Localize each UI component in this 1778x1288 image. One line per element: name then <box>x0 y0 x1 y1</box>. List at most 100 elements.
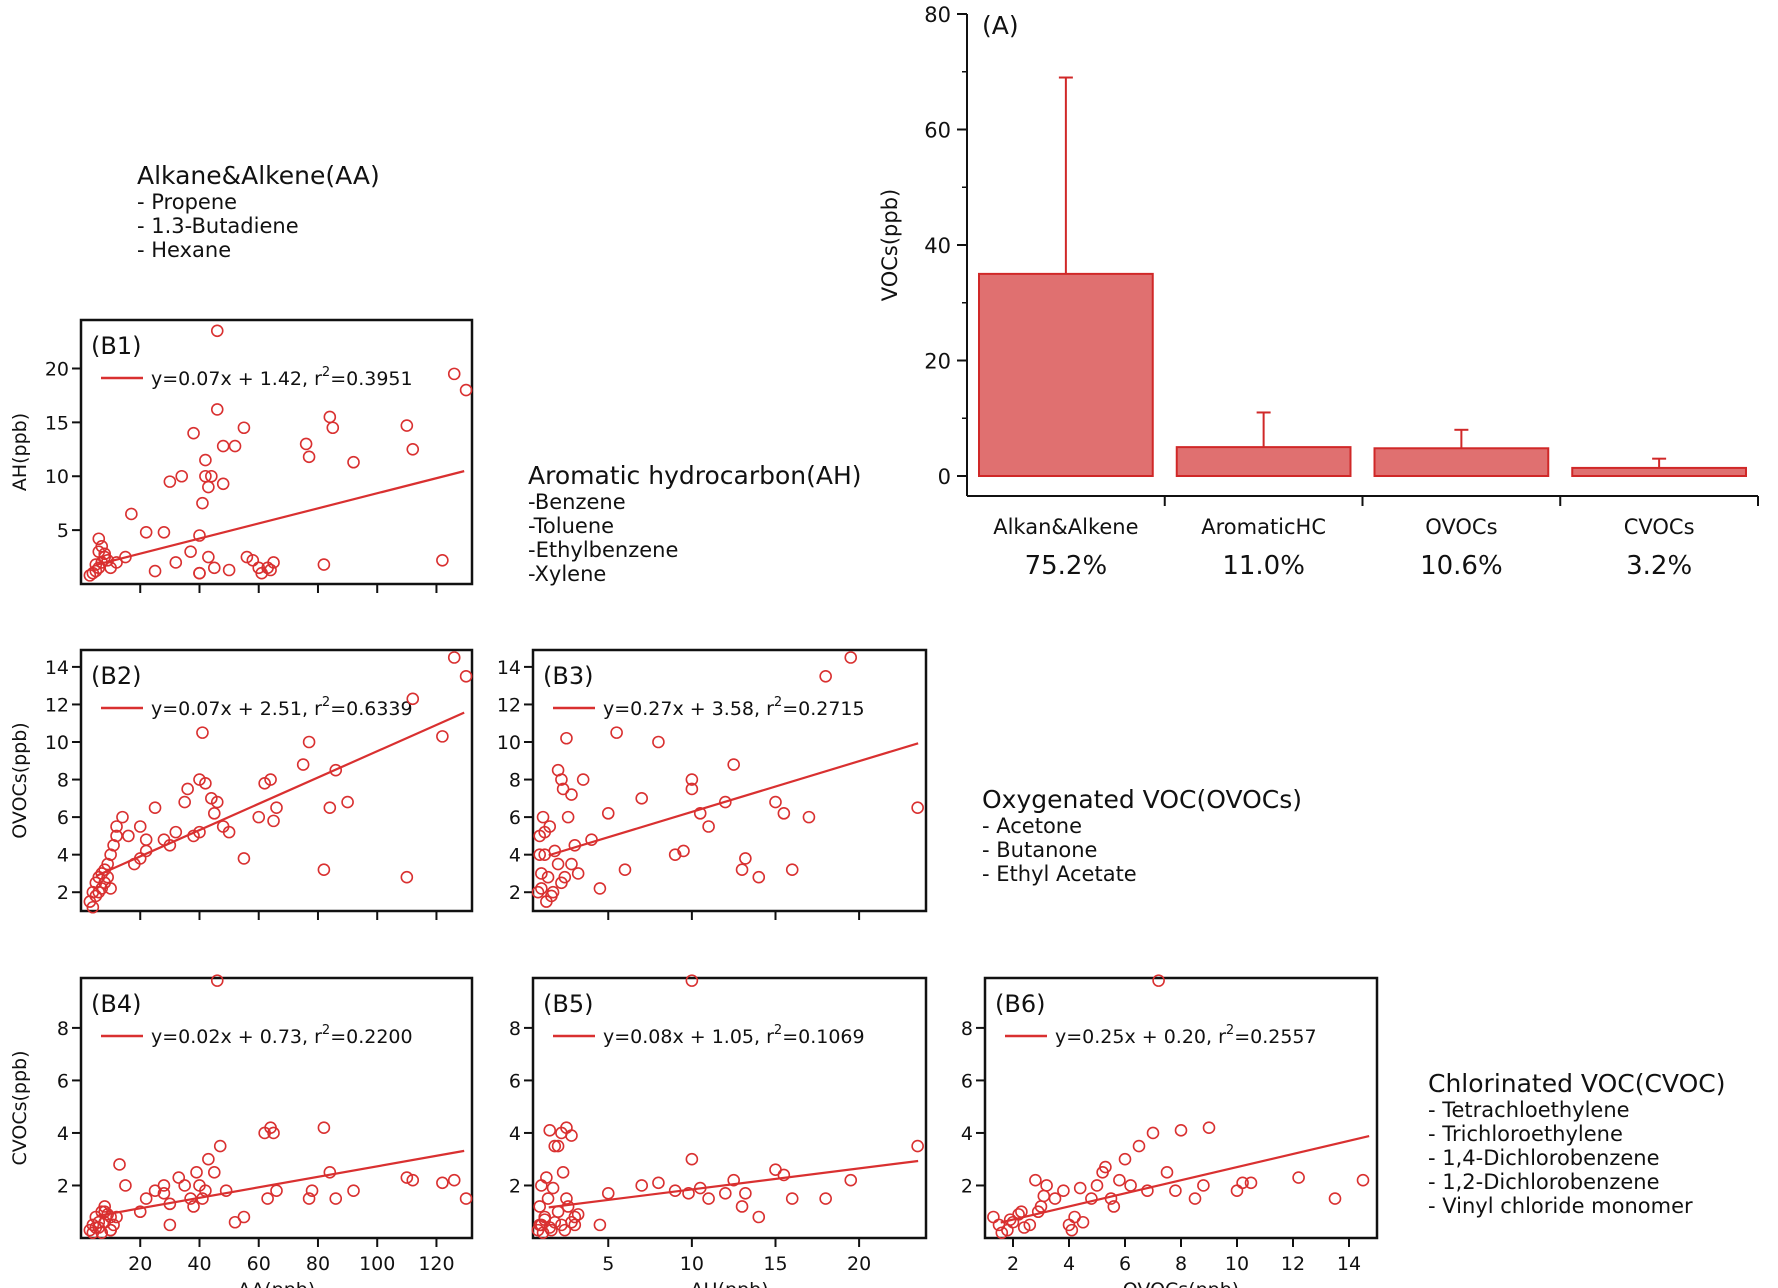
y-tick-label: 20 <box>45 358 69 380</box>
data-point <box>237 421 251 435</box>
data-point <box>196 1192 209 1205</box>
data-point <box>406 692 420 706</box>
x-tick-label: 4 <box>1063 1253 1075 1275</box>
data-point <box>329 763 343 777</box>
data-point <box>601 807 615 820</box>
data-point <box>406 443 420 456</box>
data-point <box>560 731 573 745</box>
data-point <box>110 820 123 833</box>
data-point <box>752 870 766 884</box>
data-point <box>1029 1173 1042 1187</box>
regression-line <box>548 742 919 857</box>
data-point <box>305 1184 319 1198</box>
percent-label: 10.6% <box>1420 551 1503 581</box>
legend-ovoc-item: - Acetone <box>982 814 1082 838</box>
data-point <box>101 553 114 567</box>
x-tick-label: 5 <box>602 1253 614 1275</box>
data-point <box>104 882 117 895</box>
data-point <box>202 550 215 564</box>
data-point <box>541 870 555 884</box>
data-point <box>436 1176 449 1190</box>
data-point <box>92 532 106 546</box>
data-point <box>1230 1184 1244 1198</box>
scatter-panel-B5: 24685101520AH(ppb)(B5)y=0.08x + 1.05, r2… <box>509 974 928 1288</box>
equation-text: y=0.27x + 3.58, r <box>603 698 774 720</box>
data-point <box>739 1187 752 1200</box>
data-point <box>98 863 111 876</box>
data-point <box>538 1213 552 1226</box>
data-point <box>576 773 590 786</box>
data-point <box>1328 1192 1342 1205</box>
data-point <box>199 777 212 790</box>
data-point <box>148 564 162 578</box>
data-point <box>560 1192 573 1205</box>
data-point <box>752 1210 766 1224</box>
category-label: OVOCs <box>1425 515 1497 539</box>
data-point <box>240 550 254 564</box>
data-point <box>1006 1215 1020 1229</box>
data-point <box>540 1171 553 1184</box>
r-squared-value: =0.2200 <box>330 1026 412 1048</box>
r-squared-value: =0.2715 <box>782 698 864 720</box>
y-tick-label: 2 <box>57 882 69 904</box>
data-point <box>727 758 740 771</box>
data-point <box>89 564 103 578</box>
data-point <box>459 669 473 683</box>
data-point <box>548 844 562 858</box>
data-point <box>685 773 699 786</box>
scatter-panel-B6: 2 4 6 8 2 4 6 8 10 12 14 OVOCs(ppb) (B6) y=0.25x + 0.… <box>961 974 1379 1288</box>
y-tick-label: 5 <box>57 520 69 542</box>
legend-ovoc: Oxygenated VOC(OVOCs) - Acetone - Butano… <box>982 785 1302 886</box>
data-point <box>1076 1215 1090 1229</box>
data-point <box>133 1205 147 1219</box>
data-point <box>400 419 414 432</box>
y-tick-label: 15 <box>45 412 69 434</box>
data-point <box>685 974 699 987</box>
data-point <box>727 1173 740 1187</box>
legend-cvoc: Chlorinated VOC(CVOC) - Tetrachloethylen… <box>1428 1069 1726 1218</box>
data-point <box>1146 1126 1160 1140</box>
bar-chart-A: 0 20 40 60 80 VOCs(ppb) (A) Alkan&Alkene 75.2% Ar… <box>878 3 1759 581</box>
data-point <box>1132 1139 1146 1153</box>
data-point <box>568 1218 582 1232</box>
y-axis-label: CVOCs(ppb) <box>9 1050 31 1165</box>
data-point <box>196 726 209 739</box>
equation-text: y=0.08x + 1.05, r <box>603 1026 774 1048</box>
data-point <box>702 820 715 833</box>
category-label: CVOCs <box>1624 515 1695 539</box>
x-tick-label: 10 <box>1225 1253 1249 1275</box>
data-point <box>133 852 147 865</box>
data-point <box>267 1126 280 1140</box>
data-point <box>682 1187 695 1200</box>
legend-cvoc-item: - 1,4-Dichlorobenzene <box>1428 1146 1660 1170</box>
y-tick-label: 2 <box>509 882 521 904</box>
data-point <box>546 885 560 899</box>
data-point <box>459 383 473 397</box>
data-point <box>169 556 183 569</box>
data-point <box>119 1179 132 1192</box>
data-point <box>270 801 283 815</box>
r-squared-superscript: 2 <box>322 365 330 380</box>
data-point <box>400 1171 414 1184</box>
x-axis-label: OVOCs(ppb) <box>1123 1279 1239 1288</box>
x-tick-label: 10 <box>680 1253 704 1275</box>
data-point <box>122 829 135 843</box>
data-point <box>459 1192 473 1205</box>
data-point <box>1202 1121 1216 1134</box>
data-point <box>911 801 924 815</box>
equation-text: y=0.07x + 1.42, r <box>151 368 322 390</box>
x-tick-label: 20 <box>847 1253 871 1275</box>
data-point <box>210 324 224 338</box>
x-tick-label: 14 <box>1337 1253 1361 1275</box>
legend-ah-title: Aromatic hydrocarbon(AH) <box>528 461 862 490</box>
legend-aa: Alkane&Alkene(AA) - Propene - 1.3-Butadi… <box>137 161 380 262</box>
data-point <box>635 792 649 805</box>
data-point <box>1113 1173 1126 1187</box>
data-point <box>317 863 331 876</box>
legend-ah-item: -Xylene <box>528 562 606 586</box>
data-point <box>98 1200 111 1213</box>
regression-equation: y=0.08x + 1.05, r2=0.1069 <box>603 1023 865 1048</box>
legend-cvoc-item: - Vinyl chloride monomer <box>1428 1194 1693 1218</box>
data-point <box>116 810 129 824</box>
bar <box>978 272 1154 477</box>
